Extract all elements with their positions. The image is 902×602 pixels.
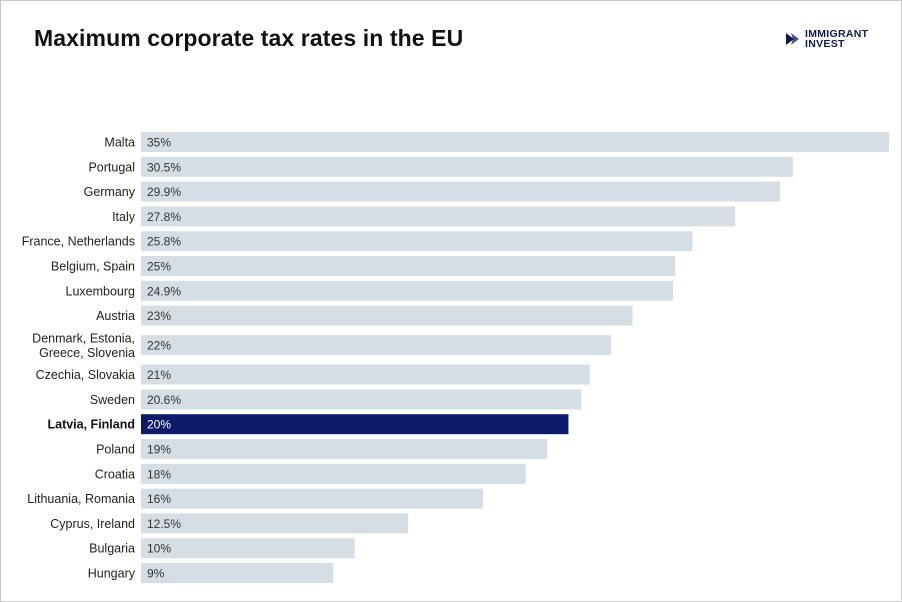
bar — [141, 231, 693, 252]
brand-name: IMMIGRANT INVEST — [805, 28, 869, 50]
category-label: Germany — [84, 185, 136, 199]
value-label: 16% — [147, 492, 171, 506]
value-label: 25% — [147, 260, 171, 274]
bar — [141, 538, 355, 559]
category-label: Hungary — [88, 567, 136, 581]
category-label: Sweden — [90, 393, 135, 407]
bar — [141, 206, 736, 227]
bar — [141, 563, 334, 583]
value-label: 9% — [147, 567, 165, 581]
value-label: 20% — [147, 418, 171, 432]
category-label: Portugal — [88, 160, 135, 174]
value-label: 22% — [147, 339, 171, 353]
value-label: 25.8% — [147, 235, 181, 249]
bar — [141, 335, 612, 356]
category-label: Czechia, Slovakia — [36, 368, 135, 382]
category-label: Poland — [96, 443, 135, 457]
bar — [141, 463, 526, 484]
brand-chevron-icon — [786, 33, 799, 45]
value-label: 19% — [147, 443, 171, 457]
bar — [141, 439, 548, 459]
category-label: Denmark, Estonia, Greece, Slovenia — [32, 331, 135, 360]
category-label: Malta — [104, 136, 135, 150]
value-label: 24.9% — [147, 284, 181, 298]
bar — [141, 256, 676, 276]
category-label: France, Netherlands — [22, 235, 135, 249]
brand-line-2: INVEST — [805, 38, 845, 50]
brand-logo: IMMIGRANT INVEST — [785, 29, 868, 49]
value-label: 21% — [147, 368, 171, 382]
bar — [141, 414, 569, 435]
category-label: Lithuania, Romania — [27, 492, 135, 506]
value-label: 29.9% — [147, 185, 181, 199]
bar — [141, 389, 582, 410]
category-label: Luxembourg — [66, 284, 136, 298]
bar — [141, 132, 889, 152]
category-label: Cyprus, Ireland — [50, 517, 135, 531]
category-label: Italy — [112, 210, 136, 224]
bar — [141, 280, 674, 301]
bar — [141, 156, 793, 177]
brand-line-1: IMMIGRANT — [805, 28, 869, 40]
category-label: Croatia — [95, 467, 135, 481]
value-label: 30.5% — [147, 160, 181, 174]
value-label: 35% — [147, 136, 171, 150]
bar — [141, 364, 590, 385]
bar — [141, 181, 781, 202]
value-label: 23% — [147, 309, 171, 323]
category-label: Austria — [96, 309, 135, 323]
bar — [141, 305, 633, 326]
value-label: 20.6% — [147, 393, 181, 407]
category-label: Belgium, Spain — [51, 260, 135, 274]
bar — [141, 513, 409, 534]
category-label: Latvia, Finland — [47, 418, 135, 432]
value-label: 10% — [147, 542, 171, 556]
value-label: 27.8% — [147, 210, 181, 224]
value-label: 18% — [147, 467, 171, 481]
chart-title: Maximum corporate tax rates in the EU — [34, 25, 464, 51]
category-label: Bulgaria — [89, 542, 135, 556]
bar — [141, 488, 483, 509]
value-label: 12.5% — [147, 517, 181, 531]
